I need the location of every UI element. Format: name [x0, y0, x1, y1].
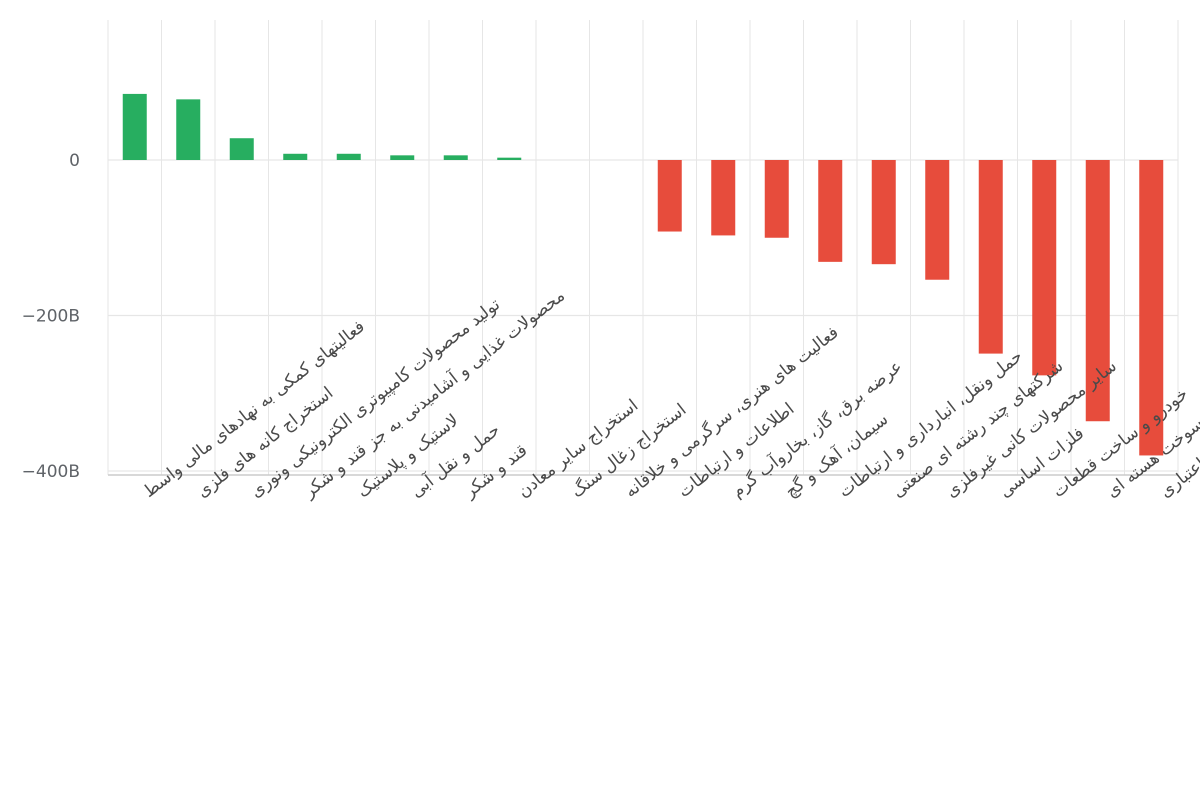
bar	[390, 155, 415, 160]
bar	[122, 93, 147, 160]
bar	[711, 160, 736, 236]
bar	[764, 160, 789, 238]
y-tick-label: −400B	[22, 462, 80, 482]
bar	[176, 99, 201, 160]
bar	[283, 153, 308, 160]
bar	[818, 160, 843, 262]
bar	[1085, 160, 1110, 422]
bar	[497, 157, 522, 160]
bar	[229, 138, 254, 160]
bar	[657, 160, 682, 232]
y-axis-ticks: 0 −200B −400B	[22, 151, 80, 482]
y-tick-label: 0	[69, 151, 80, 171]
bar	[336, 153, 361, 160]
bars	[122, 93, 1164, 456]
bar	[443, 155, 468, 160]
bar	[925, 160, 950, 280]
y-tick-label: −200B	[22, 307, 80, 327]
bar	[978, 160, 1003, 354]
bar	[871, 160, 896, 265]
bar	[1139, 160, 1164, 456]
bar	[1032, 160, 1057, 376]
